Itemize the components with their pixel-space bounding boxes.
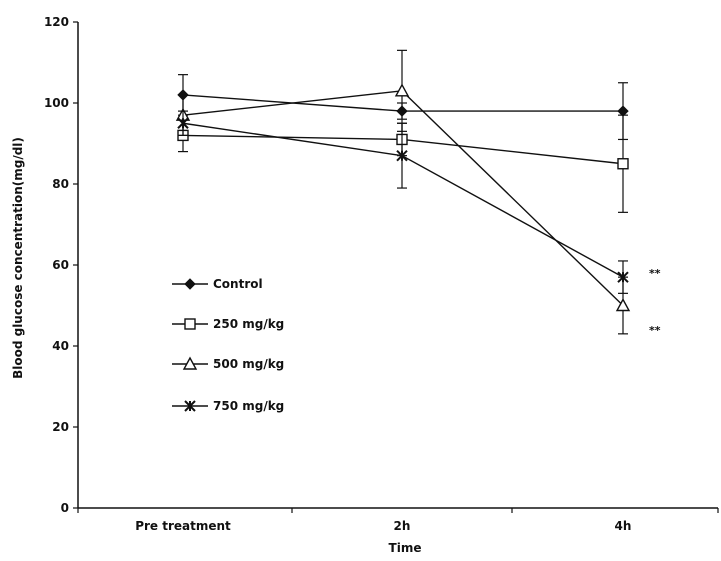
legend-label: Control — [213, 277, 263, 291]
legend-marker — [184, 400, 196, 412]
y-axis-label: Blood glucose concentration(mg/dl) — [11, 137, 25, 379]
significance-marker: ** — [649, 324, 661, 337]
data-point — [617, 158, 629, 170]
significance-marker: ** — [649, 267, 661, 280]
data-point — [177, 117, 189, 129]
series-line — [182, 122, 624, 278]
series-diamond — [177, 74, 629, 141]
y-tick-label: 0 — [61, 501, 69, 515]
y-tick-label: 100 — [44, 96, 69, 110]
data-point — [617, 271, 629, 283]
legend-marker — [184, 318, 196, 330]
x-tick-label: 4h — [615, 519, 632, 533]
x-tick-label: Pre treatment — [135, 519, 231, 533]
legend-label: 750 mg/kg — [213, 399, 284, 413]
y-tick-label: 40 — [52, 339, 69, 353]
legend-label: 500 mg/kg — [213, 357, 284, 371]
data-point — [394, 83, 410, 97]
legend-marker — [182, 356, 198, 370]
axes: 0 20 40 60 80 100 120 Pre treatment 2h 4h — [44, 15, 719, 533]
data-point — [396, 149, 408, 162]
legend-item: Control — [172, 277, 263, 291]
x-tick-label: 2h — [394, 519, 411, 533]
legend: Control 250 mg/kg 500 mg/kg 750 mg/kg — [172, 277, 284, 413]
legend-item: 250 mg/kg — [172, 317, 284, 331]
series-layer — [175, 49, 631, 335]
annotations: ** ** — [649, 267, 661, 337]
y-tick-label: 20 — [52, 420, 69, 434]
legend-item: 500 mg/kg — [172, 356, 284, 371]
legend-label: 250 mg/kg — [213, 317, 284, 331]
legend-marker — [184, 278, 196, 290]
y-tick-label: 80 — [52, 177, 69, 191]
series-triangle — [175, 49, 631, 335]
legend-item: 750 mg/kg — [172, 399, 284, 413]
y-tick-label: 60 — [52, 258, 69, 272]
series-square — [177, 114, 629, 213]
y-tick-label: 120 — [44, 15, 69, 29]
x-axis-label: Time — [389, 541, 422, 555]
series-star — [177, 110, 629, 294]
data-point — [615, 298, 631, 312]
